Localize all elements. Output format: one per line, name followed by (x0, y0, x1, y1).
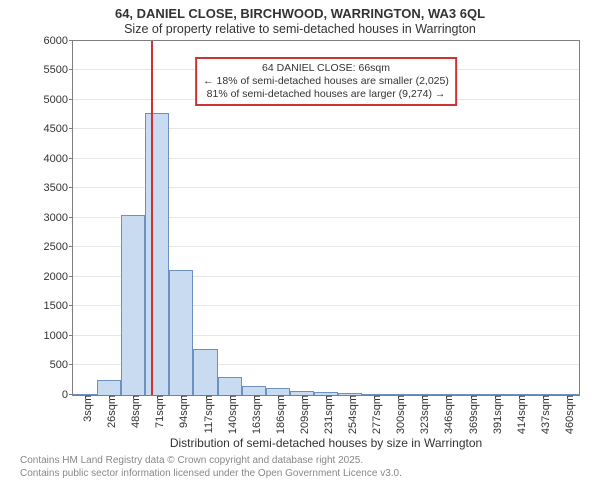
xtick-label: 346sqm (437, 395, 455, 434)
ytick-label: 2000 (44, 271, 73, 283)
histogram-bar (266, 388, 290, 395)
footnote-line-1: Contains HM Land Registry data © Crown c… (20, 454, 590, 467)
ytick-label: 2500 (44, 241, 73, 253)
ytick-label: 1500 (44, 300, 73, 312)
xtick-label: 117sqm (197, 395, 215, 433)
xtick-label: 437sqm (534, 395, 552, 434)
annotation-box: 64 DANIEL CLOSE: 66sqm← 18% of semi-deta… (195, 57, 457, 106)
ytick-label: 1000 (44, 330, 73, 342)
ytick-label: 5500 (44, 64, 73, 76)
subject-marker-line (151, 41, 153, 395)
x-axis-label: Distribution of semi-detached houses by … (72, 436, 580, 450)
xtick-label: 209sqm (293, 395, 311, 434)
footnote: Contains HM Land Registry data © Crown c… (10, 454, 590, 480)
xtick-label: 369sqm (462, 395, 480, 434)
annotation-line: 81% of semi-detached houses are larger (… (203, 88, 449, 101)
xtick-label: 163sqm (245, 395, 263, 434)
chart-wrapper: 64, DANIEL CLOSE, BIRCHWOOD, WARRINGTON,… (0, 0, 600, 500)
ytick-label: 5000 (44, 94, 73, 106)
histogram-bar (97, 380, 121, 395)
histogram-bar (193, 349, 217, 395)
xtick-label: 48sqm (124, 395, 142, 428)
histogram-bar (218, 377, 242, 395)
xtick-label: 300sqm (389, 395, 407, 434)
ytick-label: 6000 (44, 35, 73, 47)
footnote-line-2: Contains public sector information licen… (20, 467, 590, 480)
annotation-line: 64 DANIEL CLOSE: 66sqm (203, 62, 449, 75)
annotation-line: ← 18% of semi-detached houses are smalle… (203, 75, 449, 88)
xtick-label: 3sqm (76, 395, 94, 422)
xtick-label: 231sqm (317, 395, 335, 434)
xtick-label: 94sqm (172, 395, 190, 428)
xtick-label: 254sqm (341, 395, 359, 434)
plot-area: 0500100015002000250030003500400045005000… (72, 40, 580, 396)
histogram-bar (242, 386, 266, 395)
xtick-label: 391sqm (486, 395, 504, 434)
xtick-label: 140sqm (221, 395, 239, 434)
xtick-label: 71sqm (148, 395, 166, 428)
ytick-label: 4500 (44, 123, 73, 135)
xtick-label: 414sqm (510, 395, 528, 434)
xtick-label: 323sqm (413, 395, 431, 434)
histogram-bar (145, 113, 169, 395)
ytick-label: 4000 (44, 153, 73, 165)
title-line-1: 64, DANIEL CLOSE, BIRCHWOOD, WARRINGTON,… (10, 6, 590, 22)
xtick-label: 186sqm (269, 395, 287, 434)
xtick-label: 26sqm (100, 395, 118, 428)
chart-outer: Number of semi-detached properties 05001… (10, 40, 590, 450)
xtick-label: 277sqm (365, 395, 383, 434)
title-block: 64, DANIEL CLOSE, BIRCHWOOD, WARRINGTON,… (10, 6, 590, 38)
ytick-label: 3500 (44, 182, 73, 194)
title-line-2: Size of property relative to semi-detach… (10, 22, 590, 38)
ytick-label: 500 (50, 359, 73, 371)
histogram-bar (169, 270, 193, 395)
histogram-bar (121, 215, 145, 395)
ytick-label: 0 (62, 389, 73, 401)
xtick-label: 460sqm (558, 395, 576, 434)
ytick-label: 3000 (44, 212, 73, 224)
